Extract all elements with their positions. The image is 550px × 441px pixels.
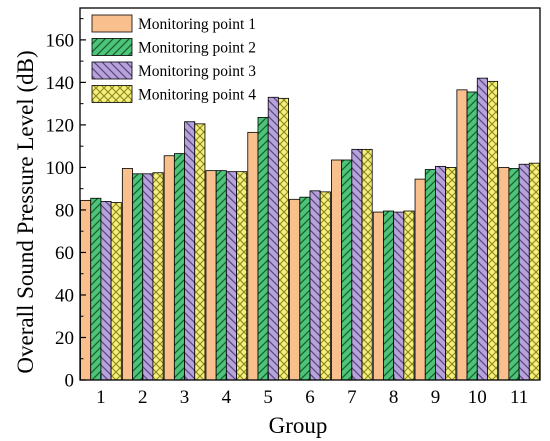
x-tick-label-5: 5 [263,387,273,408]
bar-group-8-series-3 [393,211,405,381]
bar-group-7-series-2 [341,159,353,381]
legend-swatch-3 [91,61,133,80]
legend: Monitoring point 1 Monitoring point 2 Moni… [91,14,256,104]
bar-group-6-series-3 [309,190,321,381]
bar-group-7-series-3 [351,148,363,381]
y-tick-label-20: 20 [55,328,74,349]
bar-group-10-series-2 [466,91,478,381]
bar-group-6-series-1 [289,198,301,381]
bar-group-7-series-1 [331,159,343,381]
bars-group [80,77,540,381]
legend-label-3: Monitoring point 3 [138,63,256,80]
y-tick-label-160: 160 [46,30,75,51]
x-tick-label-11: 11 [510,387,528,408]
bar-group-5-series-2 [257,117,269,381]
y-tick-label-40: 40 [55,285,74,306]
bar-group-10-series-4 [487,80,499,381]
bar-group-4-series-3 [225,171,237,381]
bar-group-5-series-4 [277,97,289,381]
bar-group-11-series-1 [498,167,510,381]
bar-group-5-series-1 [247,131,259,381]
legend-label-4: Monitoring point 4 [138,87,256,104]
bar-group-11-series-2 [508,168,520,381]
bar-group-3-series-3 [184,121,196,381]
bar-group-5-series-3 [267,96,279,381]
bar-group-10-series-1 [456,89,468,381]
bar-group-8-series-2 [383,210,395,381]
bar-group-2-series-3 [142,173,154,381]
x-tick-label-7: 7 [347,387,357,408]
bar-group-4-series-2 [215,170,227,381]
bar-group-11-series-4 [528,162,540,381]
x-axis-title: Group [269,413,328,438]
x-tick-label-9: 9 [431,387,441,408]
x-tick-label-4: 4 [222,387,232,408]
y-tick-label-120: 120 [46,115,75,136]
x-tick-label-3: 3 [180,387,190,408]
bar-group-1-series-2 [90,197,102,381]
bar-group-10-series-3 [476,77,488,381]
y-axis-title: Overall Sound Pressure Level (dB) [13,50,38,373]
y-tick-label-60: 60 [55,243,74,264]
axes-group: 0 20 40 60 80 100 120 140 160 1 2 3 4 5 6 7 8 9 10 11 [46,7,541,408]
bar-group-2-series-2 [132,173,144,381]
x-tick-label-8: 8 [389,387,399,408]
x-tick-label-1: 1 [96,387,106,408]
x-tick-label-2: 2 [138,387,148,408]
x-tick-label-10: 10 [468,387,487,408]
bar-group-8-series-1 [372,211,384,381]
y-tick-label-100: 100 [46,158,75,179]
legend-swatch-2 [91,38,133,56]
bar-group-9-series-3 [435,165,447,381]
legend-swatch-4 [91,85,133,103]
bar-group-9-series-1 [414,178,426,381]
bar-group-1-series-1 [80,199,92,381]
bar-group-2-series-4 [152,172,164,381]
y-tick-label-140: 140 [46,73,75,94]
bar-group-7-series-4 [361,148,373,381]
legend-swatch-1 [91,14,133,33]
bar-group-4-series-4 [236,171,248,381]
bar-group-3-series-1 [163,155,175,381]
bar-group-9-series-4 [445,167,457,381]
bar-group-6-series-2 [299,196,311,381]
y-tick-label-80: 80 [55,200,74,221]
bar-group-3-series-2 [173,153,185,381]
legend-label-2: Monitoring point 2 [138,40,256,57]
bar-group-4-series-1 [205,170,217,381]
bar-group-8-series-4 [403,210,415,381]
bar-group-3-series-4 [194,123,206,381]
bar-group-1-series-4 [110,202,122,381]
x-tick-label-6: 6 [305,387,315,408]
bar-group-9-series-2 [424,169,436,381]
bar-group-2-series-1 [121,168,133,381]
bar-group-1-series-3 [100,201,112,381]
y-tick-label-0: 0 [65,371,75,392]
bar-group-11-series-3 [518,163,530,381]
legend-label-1: Monitoring point 1 [138,16,256,33]
bar-group-6-series-4 [319,191,331,381]
